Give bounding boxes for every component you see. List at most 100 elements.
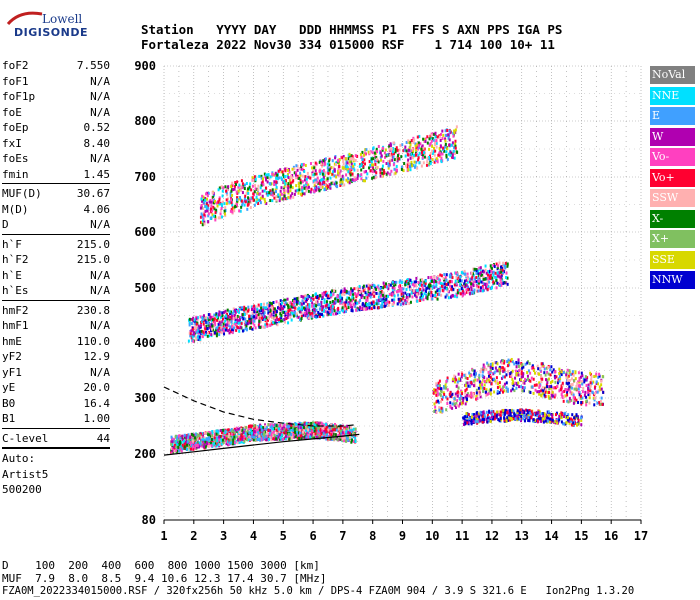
echo-point xyxy=(522,389,525,393)
echo-point xyxy=(291,186,294,190)
echo-point xyxy=(335,296,338,300)
echo-point xyxy=(477,277,480,281)
param-name: h`E xyxy=(2,268,22,282)
echo-point xyxy=(250,431,253,435)
echo-point xyxy=(271,427,274,431)
echo-point xyxy=(343,287,346,291)
echo-point xyxy=(575,398,578,402)
echo-point xyxy=(230,189,233,193)
echo-point xyxy=(444,295,447,299)
echo-point xyxy=(207,220,210,224)
echo-point xyxy=(264,200,267,204)
echo-point xyxy=(299,434,302,438)
echo-point xyxy=(257,430,260,434)
echo-point xyxy=(263,302,266,306)
echo-point xyxy=(289,185,292,189)
echo-point xyxy=(379,294,382,298)
echo-point xyxy=(371,151,374,155)
echo-point xyxy=(444,142,447,146)
echo-point xyxy=(477,271,480,275)
echo-point xyxy=(489,264,492,268)
echo-point xyxy=(311,304,314,308)
echo-point xyxy=(487,284,490,288)
echo-point xyxy=(253,323,256,327)
echo-point xyxy=(312,311,315,315)
echo-point xyxy=(468,287,471,291)
echo-point xyxy=(385,282,388,286)
echo-point xyxy=(249,437,252,441)
echo-point xyxy=(225,434,228,438)
echo-point xyxy=(419,296,422,300)
echo-point xyxy=(266,431,269,435)
echo-point xyxy=(174,439,177,443)
echo-point xyxy=(406,150,409,154)
echo-point xyxy=(333,162,336,166)
echo-point xyxy=(307,314,310,318)
echo-point xyxy=(259,201,262,205)
echo-point xyxy=(348,181,351,185)
echo-point xyxy=(349,292,352,296)
echo-point xyxy=(200,329,203,333)
echo-point xyxy=(199,315,202,319)
echo-point xyxy=(281,307,284,311)
echo-point xyxy=(500,281,503,285)
echo-point xyxy=(267,428,270,432)
echo-point xyxy=(301,191,304,195)
echo-point xyxy=(239,322,242,326)
echo-point xyxy=(274,190,277,194)
echo-point xyxy=(464,292,467,296)
param-name: fxI xyxy=(2,136,22,150)
echo-point xyxy=(305,309,308,313)
echo-point xyxy=(431,144,434,148)
echo-point xyxy=(430,136,433,140)
echo-point xyxy=(229,315,232,319)
echo-point xyxy=(223,327,226,331)
echo-point xyxy=(266,303,269,307)
echo-point xyxy=(348,162,351,166)
echo-point xyxy=(304,294,307,298)
echo-point xyxy=(330,181,333,185)
echo-point xyxy=(441,136,444,140)
echo-point xyxy=(470,282,473,286)
echo-point xyxy=(208,331,211,335)
echo-point xyxy=(421,285,424,289)
echo-point xyxy=(565,381,568,385)
echo-point xyxy=(574,371,577,375)
echo-point xyxy=(322,423,325,427)
echo-point xyxy=(334,300,337,304)
echo-point xyxy=(352,164,355,168)
echo-point xyxy=(200,444,203,448)
echo-point xyxy=(331,180,334,184)
echo-point xyxy=(365,284,368,288)
echo-point xyxy=(427,286,430,290)
echo-point xyxy=(324,427,327,431)
echo-point xyxy=(263,311,266,315)
echo-point xyxy=(369,291,372,295)
echo-point xyxy=(370,293,373,297)
echo-point xyxy=(295,312,298,316)
echo-point xyxy=(421,151,424,155)
echo-point xyxy=(451,153,454,157)
echo-point xyxy=(250,438,253,442)
echo-point xyxy=(433,160,436,164)
echo-point xyxy=(441,282,444,286)
echo-point xyxy=(273,173,276,177)
echo-point xyxy=(181,447,184,451)
echo-point xyxy=(416,166,419,170)
echo-point xyxy=(367,286,370,290)
echo-point xyxy=(286,431,289,435)
echo-point xyxy=(373,151,376,155)
echo-point xyxy=(316,180,319,184)
echo-point xyxy=(272,423,275,427)
echo-point xyxy=(272,429,275,433)
echo-point xyxy=(404,145,407,149)
echo-point xyxy=(331,299,334,303)
echo-point xyxy=(589,393,592,397)
echo-point xyxy=(202,217,205,221)
echo-point xyxy=(403,162,406,166)
echo-point xyxy=(400,289,403,293)
echo-point xyxy=(210,319,213,323)
echo-point xyxy=(350,165,353,169)
echo-point xyxy=(195,315,198,319)
echo-point xyxy=(265,186,268,190)
